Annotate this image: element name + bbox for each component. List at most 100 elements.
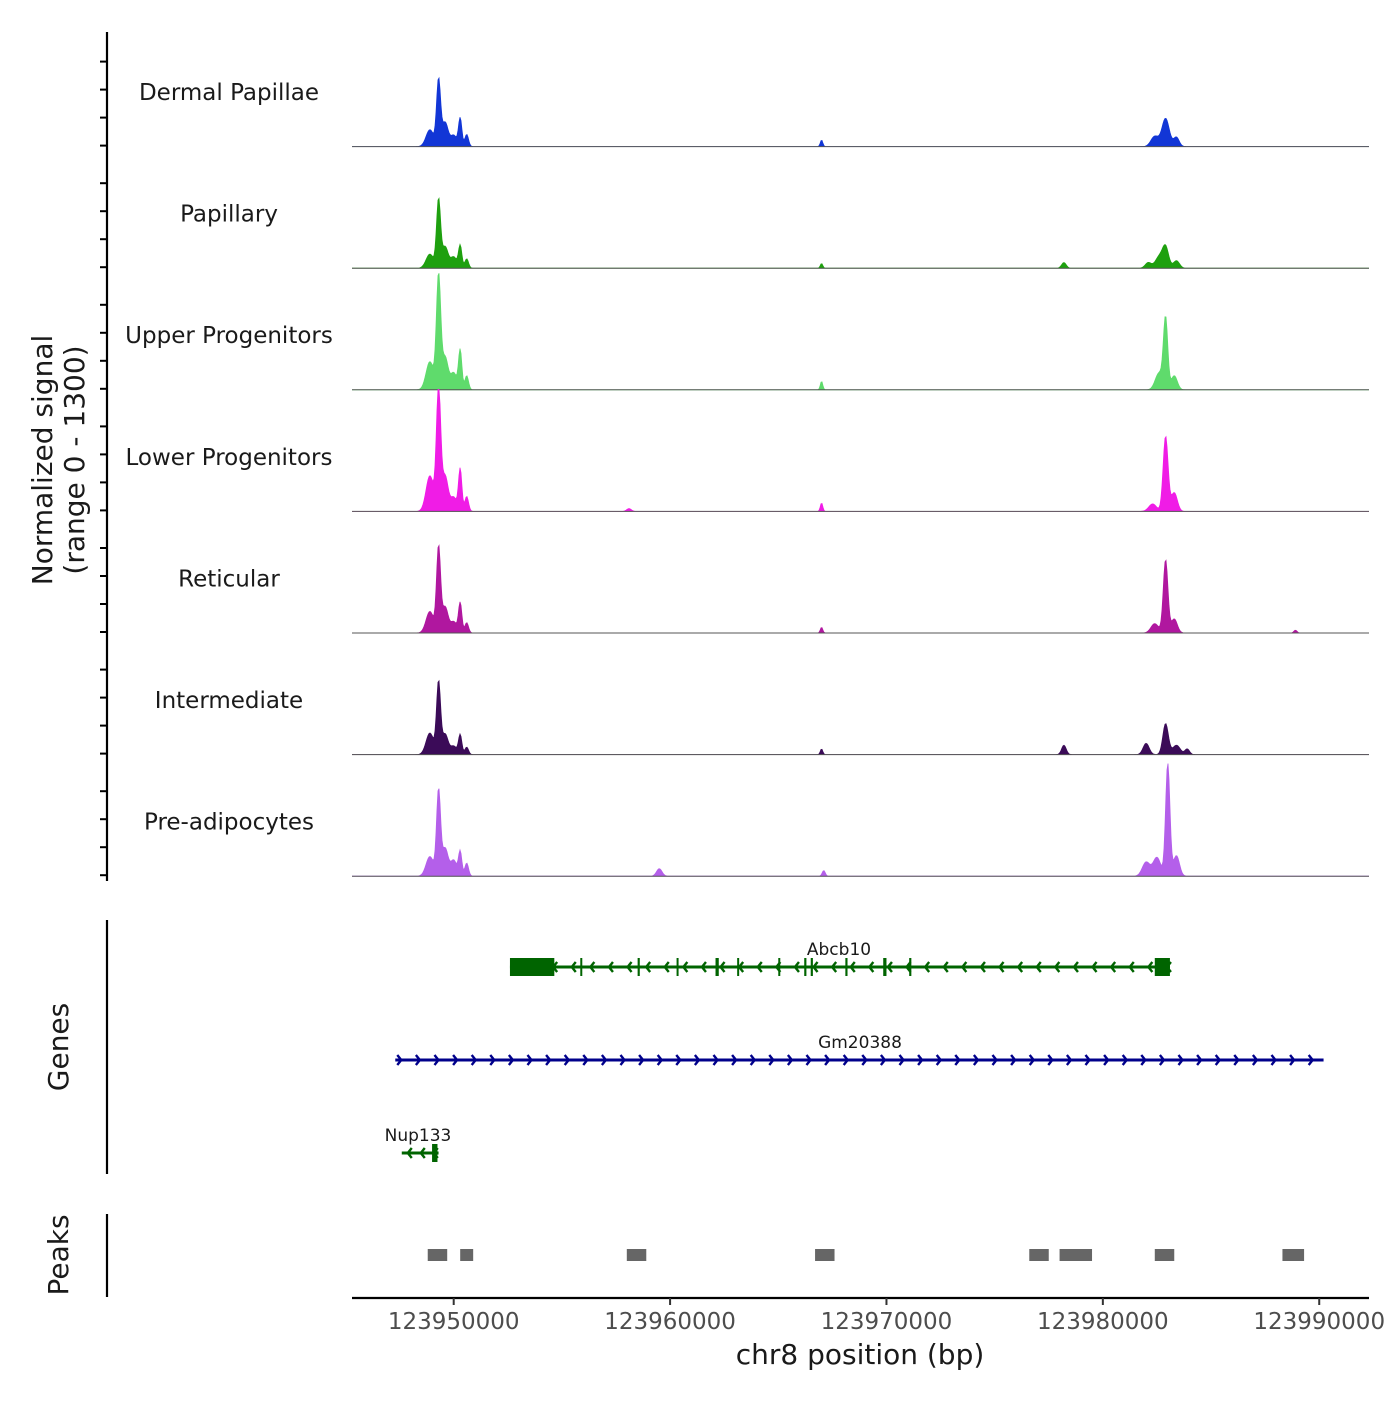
strand-arrow (570, 961, 577, 973)
x-tick-label: 123990000 (1253, 1309, 1385, 1335)
strand-arrow (626, 961, 633, 973)
coverage-area (352, 76, 1369, 147)
strand-arrow (1065, 1054, 1073, 1066)
strand-arrow (1010, 1054, 1017, 1066)
gene-model: Nup133 (385, 1126, 452, 1162)
strand-arrow (1016, 961, 1024, 973)
strand-arrow (1121, 1054, 1129, 1066)
strand-arrow (1035, 961, 1042, 973)
strand-arrow (700, 961, 707, 973)
x-tick-label: 123980000 (1037, 1309, 1169, 1335)
gene-exon (804, 958, 807, 976)
x-axis-title: chr8 position (bp) (736, 1338, 985, 1371)
strand-arrow (935, 1054, 943, 1066)
strand-arrow (545, 1054, 552, 1066)
strand-arrow (786, 1054, 794, 1066)
gene-exon (1154, 958, 1170, 976)
x-tick-label: 123970000 (821, 1309, 953, 1335)
strand-arrow (849, 961, 856, 973)
strand-arrow (600, 1054, 608, 1066)
strand-arrow (693, 1054, 701, 1066)
strand-arrow (861, 1054, 868, 1066)
strand-arrow (1128, 961, 1135, 973)
strand-arrow (1289, 1054, 1296, 1066)
coverage-track: Intermediate (155, 679, 1369, 756)
strand-arrow (452, 1054, 459, 1066)
strand-arrow (1196, 1054, 1203, 1066)
strand-arrow (756, 961, 763, 973)
strand-arrow (1084, 1054, 1092, 1066)
coverage-area (352, 544, 1369, 634)
genes-panel: Genes Abcb10 Gm20388 Nup133 (42, 920, 1324, 1174)
strand-arrow (396, 1054, 403, 1066)
gene-label: Gm20388 (818, 1033, 902, 1053)
strand-arrow (1047, 1054, 1054, 1066)
strand-arrow (582, 1054, 589, 1066)
strand-arrow (638, 1054, 645, 1066)
peaks-axis-title: Peaks (42, 1214, 75, 1295)
strand-arrow (414, 1054, 422, 1066)
strand-arrow (917, 1054, 924, 1066)
peak-region (626, 1249, 647, 1261)
strand-arrow (681, 961, 689, 973)
strand-arrow (805, 1054, 813, 1066)
coverage-area (352, 763, 1369, 877)
strand-arrow (824, 1054, 831, 1066)
x-tick-label: 123950000 (388, 1309, 520, 1335)
track-label: Reticular (178, 566, 280, 592)
gene-exon (845, 958, 848, 976)
strand-arrow (886, 961, 893, 973)
strand-arrow (879, 1054, 887, 1066)
coverage-y-ticks (100, 60, 107, 877)
strand-arrow (749, 1054, 757, 1066)
gene-exon (637, 958, 640, 976)
peak-region (815, 1249, 835, 1261)
track-label: Dermal Papillae (139, 80, 319, 106)
strand-arrow (1146, 961, 1154, 973)
strand-arrow (507, 1054, 515, 1066)
strand-arrow (406, 1147, 413, 1159)
strand-arrow (1307, 1054, 1315, 1066)
track-label: Lower Progenitors (126, 445, 333, 471)
peaks-panel: Peaks (42, 1214, 1305, 1297)
gene-exon (715, 958, 719, 976)
x-ticks: 123950000 123960000 123970000 123980000 1239… (388, 1298, 1385, 1335)
coverage-track: Lower Progenitors (126, 389, 1369, 512)
strand-arrow (998, 961, 1005, 973)
strand-arrow (663, 961, 670, 973)
track-label: Upper Progenitors (125, 323, 333, 349)
strand-arrow (712, 1054, 720, 1066)
strand-arrow (563, 1054, 571, 1066)
gene-exon (432, 1144, 438, 1162)
gene-label: Nup133 (385, 1126, 452, 1146)
peak-region (1282, 1249, 1305, 1261)
track-label: Pre-adipocytes (144, 810, 314, 836)
strand-arrow (1158, 1054, 1166, 1066)
strand-arrow (1140, 1054, 1147, 1066)
gene-exon (509, 958, 555, 976)
strand-arrow (1214, 1054, 1222, 1066)
gene-label: Abcb10 (807, 940, 871, 960)
gene-exon (676, 958, 679, 976)
coverage-y-axis-title-line1: Normalized signal (26, 335, 59, 586)
strand-arrow (1270, 1054, 1278, 1066)
peak-region (1059, 1249, 1093, 1261)
strand-arrow (972, 1054, 980, 1066)
strand-arrow (842, 1054, 850, 1066)
peak-region (1154, 1249, 1175, 1261)
strand-arrow (1072, 961, 1079, 973)
strand-arrow (1103, 1054, 1110, 1066)
gene-exon (909, 958, 912, 976)
peak-region (460, 1249, 474, 1261)
coverage-area (352, 389, 1369, 512)
strand-arrow (719, 961, 726, 973)
strand-arrow (1109, 961, 1117, 973)
strand-arrow (1091, 961, 1098, 973)
strand-arrow (1177, 1054, 1185, 1066)
strand-arrow (1053, 961, 1061, 973)
peak-region (1029, 1249, 1049, 1261)
x-axis: 123950000 123960000 123970000 123980000 1239… (352, 1296, 1385, 1371)
coverage-panel: Dermal Papillae Papillary Upper Progenitor… (26, 32, 1369, 881)
gene-models: Abcb10 Gm20388 Nup133 (385, 940, 1324, 1162)
